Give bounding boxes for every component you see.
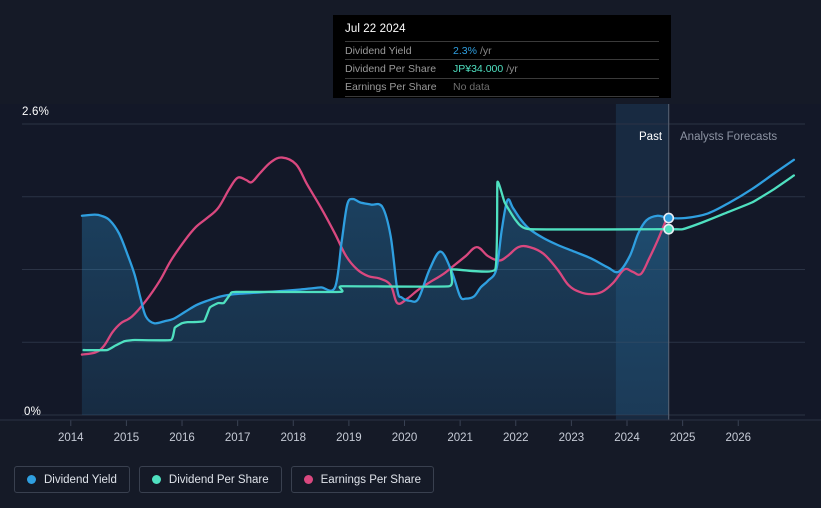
x-axis-label: 2026 (725, 432, 752, 444)
x-axis-label: 2022 (502, 432, 529, 444)
tooltip-row-label: Dividend Yield (345, 44, 412, 57)
x-axis-label: 2025 (669, 432, 696, 444)
tooltip-row: Earnings Per Share No data (345, 77, 659, 97)
series-marker[interactable] (663, 212, 675, 224)
x-axis-label: 2015 (113, 432, 140, 444)
tooltip-row: Dividend Per Share JP¥34.000/yr (345, 59, 659, 77)
forecast-band-label: Analysts Forecasts (680, 131, 778, 143)
legend-item-label: Earnings Per Share (320, 473, 421, 486)
chart-tooltip: Jul 22 2024 Dividend Yield 2.3%/yr Dividen… (333, 15, 671, 98)
x-axis-label: 2023 (558, 432, 585, 444)
legend-item-label: Dividend Yield (44, 473, 117, 486)
tooltip-row: Dividend Yield 2.3%/yr (345, 41, 659, 59)
legend-swatch-icon (151, 475, 161, 484)
tooltip-row-value: JP¥34.000 (453, 62, 504, 75)
series-marker[interactable] (663, 223, 675, 235)
x-axis-label: 2019 (336, 432, 362, 444)
legend-item[interactable]: Dividend Yield (14, 466, 130, 493)
legend-item-label: Dividend Per Share (168, 473, 269, 486)
x-axis-label: 2014 (57, 432, 84, 444)
x-axis-label: 2016 (169, 432, 195, 444)
legend-item[interactable]: Earnings Per Share (290, 466, 434, 493)
x-axis-label: 2020 (391, 432, 418, 444)
x-axis-label: 2024 (614, 432, 640, 444)
legend-swatch-icon (303, 475, 313, 484)
y-axis-label-max: 2.6% (22, 106, 50, 118)
tooltip-row-label: Dividend Per Share (345, 62, 437, 75)
legend-swatch-icon (27, 475, 36, 484)
y-axis-label-min: 0% (24, 406, 42, 418)
tooltip-row-label: Earnings Per Share (345, 81, 437, 94)
past-band-label: Past (639, 131, 663, 143)
chart-legend[interactable]: Dividend Yield Dividend Per Share Earnings… (14, 466, 434, 493)
earnings-per-share-line (80, 156, 668, 356)
dividend-yield-line (80, 158, 796, 325)
x-axis-ticks (70, 420, 739, 426)
tooltip-row-value: No data (453, 81, 490, 94)
series-end-markers[interactable] (663, 212, 675, 235)
x-axis-label: 2017 (224, 432, 251, 444)
tooltip-row-value: 2.3% (453, 44, 477, 57)
x-axis-label: 2021 (447, 432, 473, 444)
dividend-yield-area (81, 198, 669, 415)
dividend-per-share-line (82, 174, 796, 352)
tooltip-date: Jul 22 2024 (345, 23, 406, 35)
x-axis-label: 2018 (280, 432, 307, 444)
tooltip-row-unit: /yr (506, 62, 518, 75)
tooltip-row-unit: /yr (479, 44, 492, 57)
legend-item[interactable]: Dividend Per Share (138, 466, 282, 493)
